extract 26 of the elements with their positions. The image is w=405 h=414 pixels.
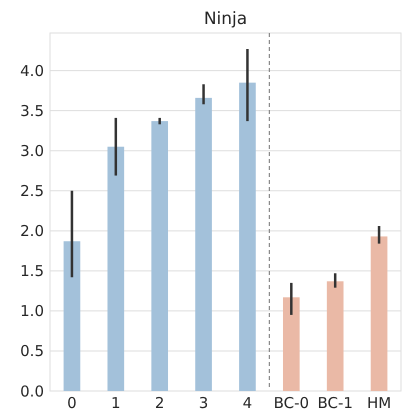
bar: [151, 121, 168, 391]
bar: [282, 297, 300, 391]
y-tick-label: 3.0: [20, 142, 44, 160]
bar: [64, 241, 80, 391]
x-tick-label: 3: [198, 394, 208, 412]
bar: [370, 236, 388, 391]
bar: [107, 146, 124, 391]
x-tick-label: HM: [366, 394, 392, 412]
bar: [195, 98, 212, 391]
chart-title: Ninja: [204, 9, 248, 29]
y-tick-label: 2.5: [20, 182, 44, 200]
x-tick-label: 0: [67, 394, 77, 412]
y-tick-label: 0.0: [20, 382, 44, 400]
y-tick-label: 0.5: [20, 342, 44, 360]
x-tick-label: 2: [154, 394, 164, 412]
x-tick-label: BC-1: [317, 394, 353, 412]
bar: [239, 82, 256, 391]
y-tick-label: 2.0: [20, 222, 44, 240]
y-tick-label: 1.5: [20, 262, 44, 280]
y-tick-label: 3.5: [20, 102, 44, 120]
x-tick-label: BC-0: [274, 394, 310, 412]
y-tick-label: 4.0: [20, 62, 44, 80]
x-tick-label: 4: [242, 394, 252, 412]
bar: [326, 281, 344, 391]
x-tick-label: 1: [111, 394, 121, 412]
y-tick-label: 1.0: [20, 302, 44, 320]
